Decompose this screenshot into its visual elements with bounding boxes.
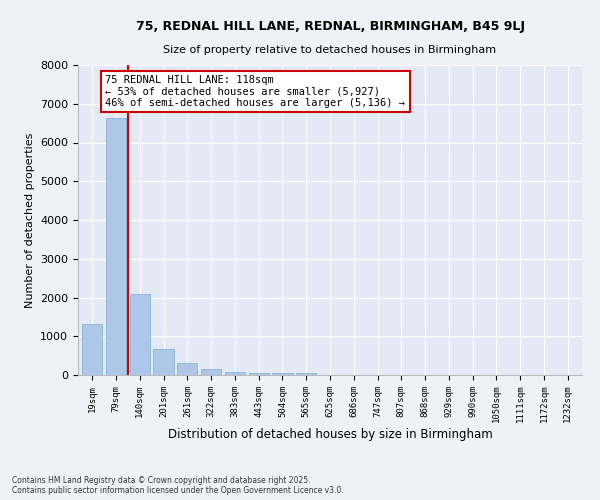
Bar <box>154 349 173 375</box>
X-axis label: Distribution of detached houses by size in Birmingham: Distribution of detached houses by size … <box>167 428 493 441</box>
Bar <box>106 118 126 375</box>
Bar <box>201 369 221 375</box>
Text: Contains HM Land Registry data © Crown copyright and database right 2025.
Contai: Contains HM Land Registry data © Crown c… <box>12 476 344 495</box>
Y-axis label: Number of detached properties: Number of detached properties <box>25 132 35 308</box>
Bar <box>225 372 245 375</box>
Bar <box>272 373 293 375</box>
Bar <box>130 294 150 375</box>
Bar <box>82 324 103 375</box>
Bar <box>248 373 269 375</box>
Text: Size of property relative to detached houses in Birmingham: Size of property relative to detached ho… <box>163 45 497 55</box>
Text: 75 REDNAL HILL LANE: 118sqm
← 53% of detached houses are smaller (5,927)
46% of : 75 REDNAL HILL LANE: 118sqm ← 53% of det… <box>106 74 406 108</box>
Bar <box>296 373 316 375</box>
Text: 75, REDNAL HILL LANE, REDNAL, BIRMINGHAM, B45 9LJ: 75, REDNAL HILL LANE, REDNAL, BIRMINGHAM… <box>136 20 524 33</box>
Bar <box>177 364 197 375</box>
